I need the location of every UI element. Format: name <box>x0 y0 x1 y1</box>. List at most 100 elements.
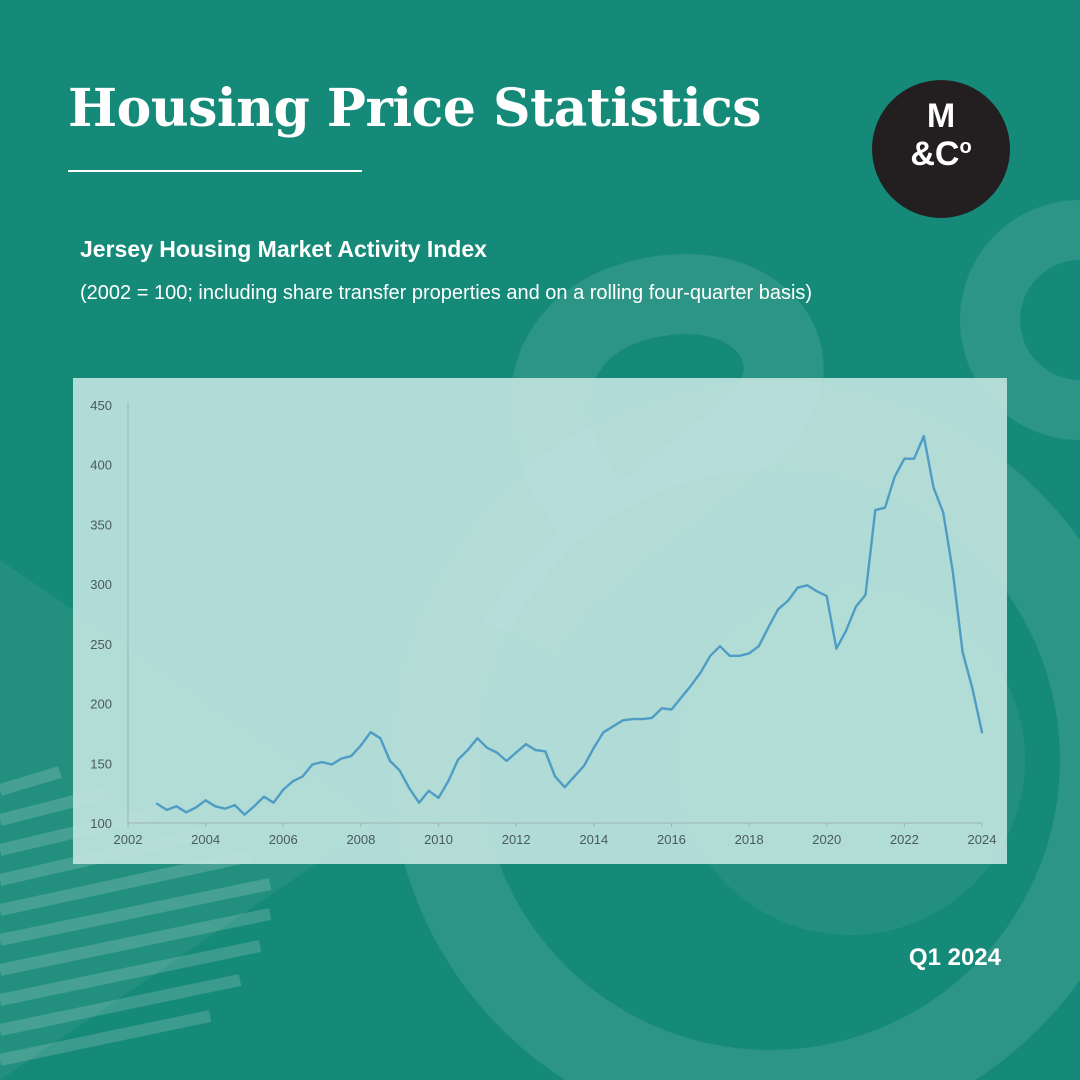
data-point <box>787 599 789 602</box>
data-point <box>893 475 896 478</box>
title-underline <box>68 170 362 172</box>
y-tick-label: 400 <box>90 458 112 473</box>
data-point <box>447 780 450 783</box>
y-tick-label: 350 <box>90 517 112 532</box>
data-point <box>631 718 634 720</box>
data-point <box>262 795 265 798</box>
data-point <box>845 629 848 632</box>
data-point <box>204 799 207 802</box>
x-tick-label: 2022 <box>890 832 919 847</box>
data-point <box>360 744 362 747</box>
data-point <box>379 737 382 740</box>
series-line-0 <box>155 434 984 816</box>
x-tick-label: 2010 <box>424 832 453 847</box>
line-chart: 100 150 200 250 300 350 400 450 2002 2004 2006 2008… <box>90 398 996 847</box>
chart-title: Jersey Housing Market Activity Index <box>80 236 487 262</box>
data-point <box>825 595 828 597</box>
data-point <box>486 746 488 749</box>
data-point <box>622 719 624 722</box>
data-point <box>874 509 877 511</box>
data-point <box>165 808 168 811</box>
data-point <box>466 749 469 752</box>
data-point <box>583 764 586 767</box>
y-tick-label: 300 <box>90 577 112 592</box>
data-point <box>534 749 537 752</box>
data-point <box>505 759 508 762</box>
data-point <box>932 486 935 489</box>
x-tick-label: 2018 <box>735 832 764 847</box>
data-point <box>884 506 886 509</box>
data-point <box>796 586 799 589</box>
chart-subtitle: (2002 = 100; including share transfer pr… <box>80 282 813 304</box>
data-point <box>816 590 818 593</box>
data-point <box>719 645 721 648</box>
data-point <box>389 759 391 762</box>
data-point <box>437 797 440 799</box>
data-point <box>660 707 663 710</box>
data-point <box>767 626 770 629</box>
logo-superscript: o <box>959 136 972 158</box>
data-point <box>282 788 285 791</box>
data-point <box>214 805 217 808</box>
data-point <box>233 804 236 806</box>
data-point <box>680 696 683 699</box>
data-point <box>903 457 906 460</box>
data-point <box>777 608 780 611</box>
data-point <box>554 775 556 778</box>
data-point <box>689 684 692 687</box>
data-point <box>835 647 838 650</box>
data-point <box>476 737 479 740</box>
data-point <box>340 757 343 760</box>
data-point <box>495 751 498 754</box>
data-point <box>951 571 954 574</box>
data-point <box>641 718 644 720</box>
data-point <box>709 654 712 657</box>
data-point <box>195 806 197 809</box>
data-point <box>757 645 760 648</box>
y-tick-label: 150 <box>90 756 112 771</box>
data-point <box>185 811 188 814</box>
x-tick-label: 2006 <box>269 832 298 847</box>
data-point <box>670 708 673 711</box>
x-tick-label: 2014 <box>579 832 608 847</box>
x-tick-label: 2016 <box>657 832 686 847</box>
data-point <box>592 746 595 749</box>
data-point <box>398 769 401 772</box>
data-point <box>243 813 246 816</box>
x-tick-label: 2020 <box>812 832 841 847</box>
data-point <box>301 775 304 778</box>
data-point <box>272 801 275 804</box>
data-point <box>369 731 372 734</box>
data-point <box>427 789 430 792</box>
data-point <box>330 763 333 766</box>
y-tick-label: 450 <box>90 398 112 413</box>
data-point <box>728 654 731 657</box>
data-point <box>544 750 547 753</box>
x-tick-label: 2012 <box>502 832 531 847</box>
data-point <box>515 751 518 754</box>
data-point <box>292 780 294 783</box>
data-point <box>175 805 178 808</box>
report-period: Q1 2024 <box>908 944 1001 971</box>
y-tick-label: 100 <box>90 816 112 831</box>
data-point <box>418 801 421 804</box>
data-point <box>563 786 566 789</box>
logo-line-1: M <box>926 97 956 135</box>
data-point <box>922 435 925 437</box>
data-point <box>602 731 605 734</box>
data-point <box>311 763 314 766</box>
data-point <box>350 755 353 758</box>
data-point <box>253 805 256 808</box>
chart-panel: 100 150 200 250 300 350 400 450 2002 2004 2006 2008… <box>73 378 1007 864</box>
data-point <box>738 654 741 657</box>
x-tick-label: 2002 <box>114 832 143 847</box>
data-point <box>806 584 809 587</box>
data-point <box>913 457 915 460</box>
data-point <box>612 725 615 728</box>
y-tick-label: 250 <box>90 637 112 652</box>
data-point <box>408 787 411 790</box>
data-point <box>524 743 527 746</box>
x-tick-label: 2004 <box>191 832 220 847</box>
brand-logo: M &Co <box>872 80 1010 218</box>
data-point <box>864 593 867 596</box>
